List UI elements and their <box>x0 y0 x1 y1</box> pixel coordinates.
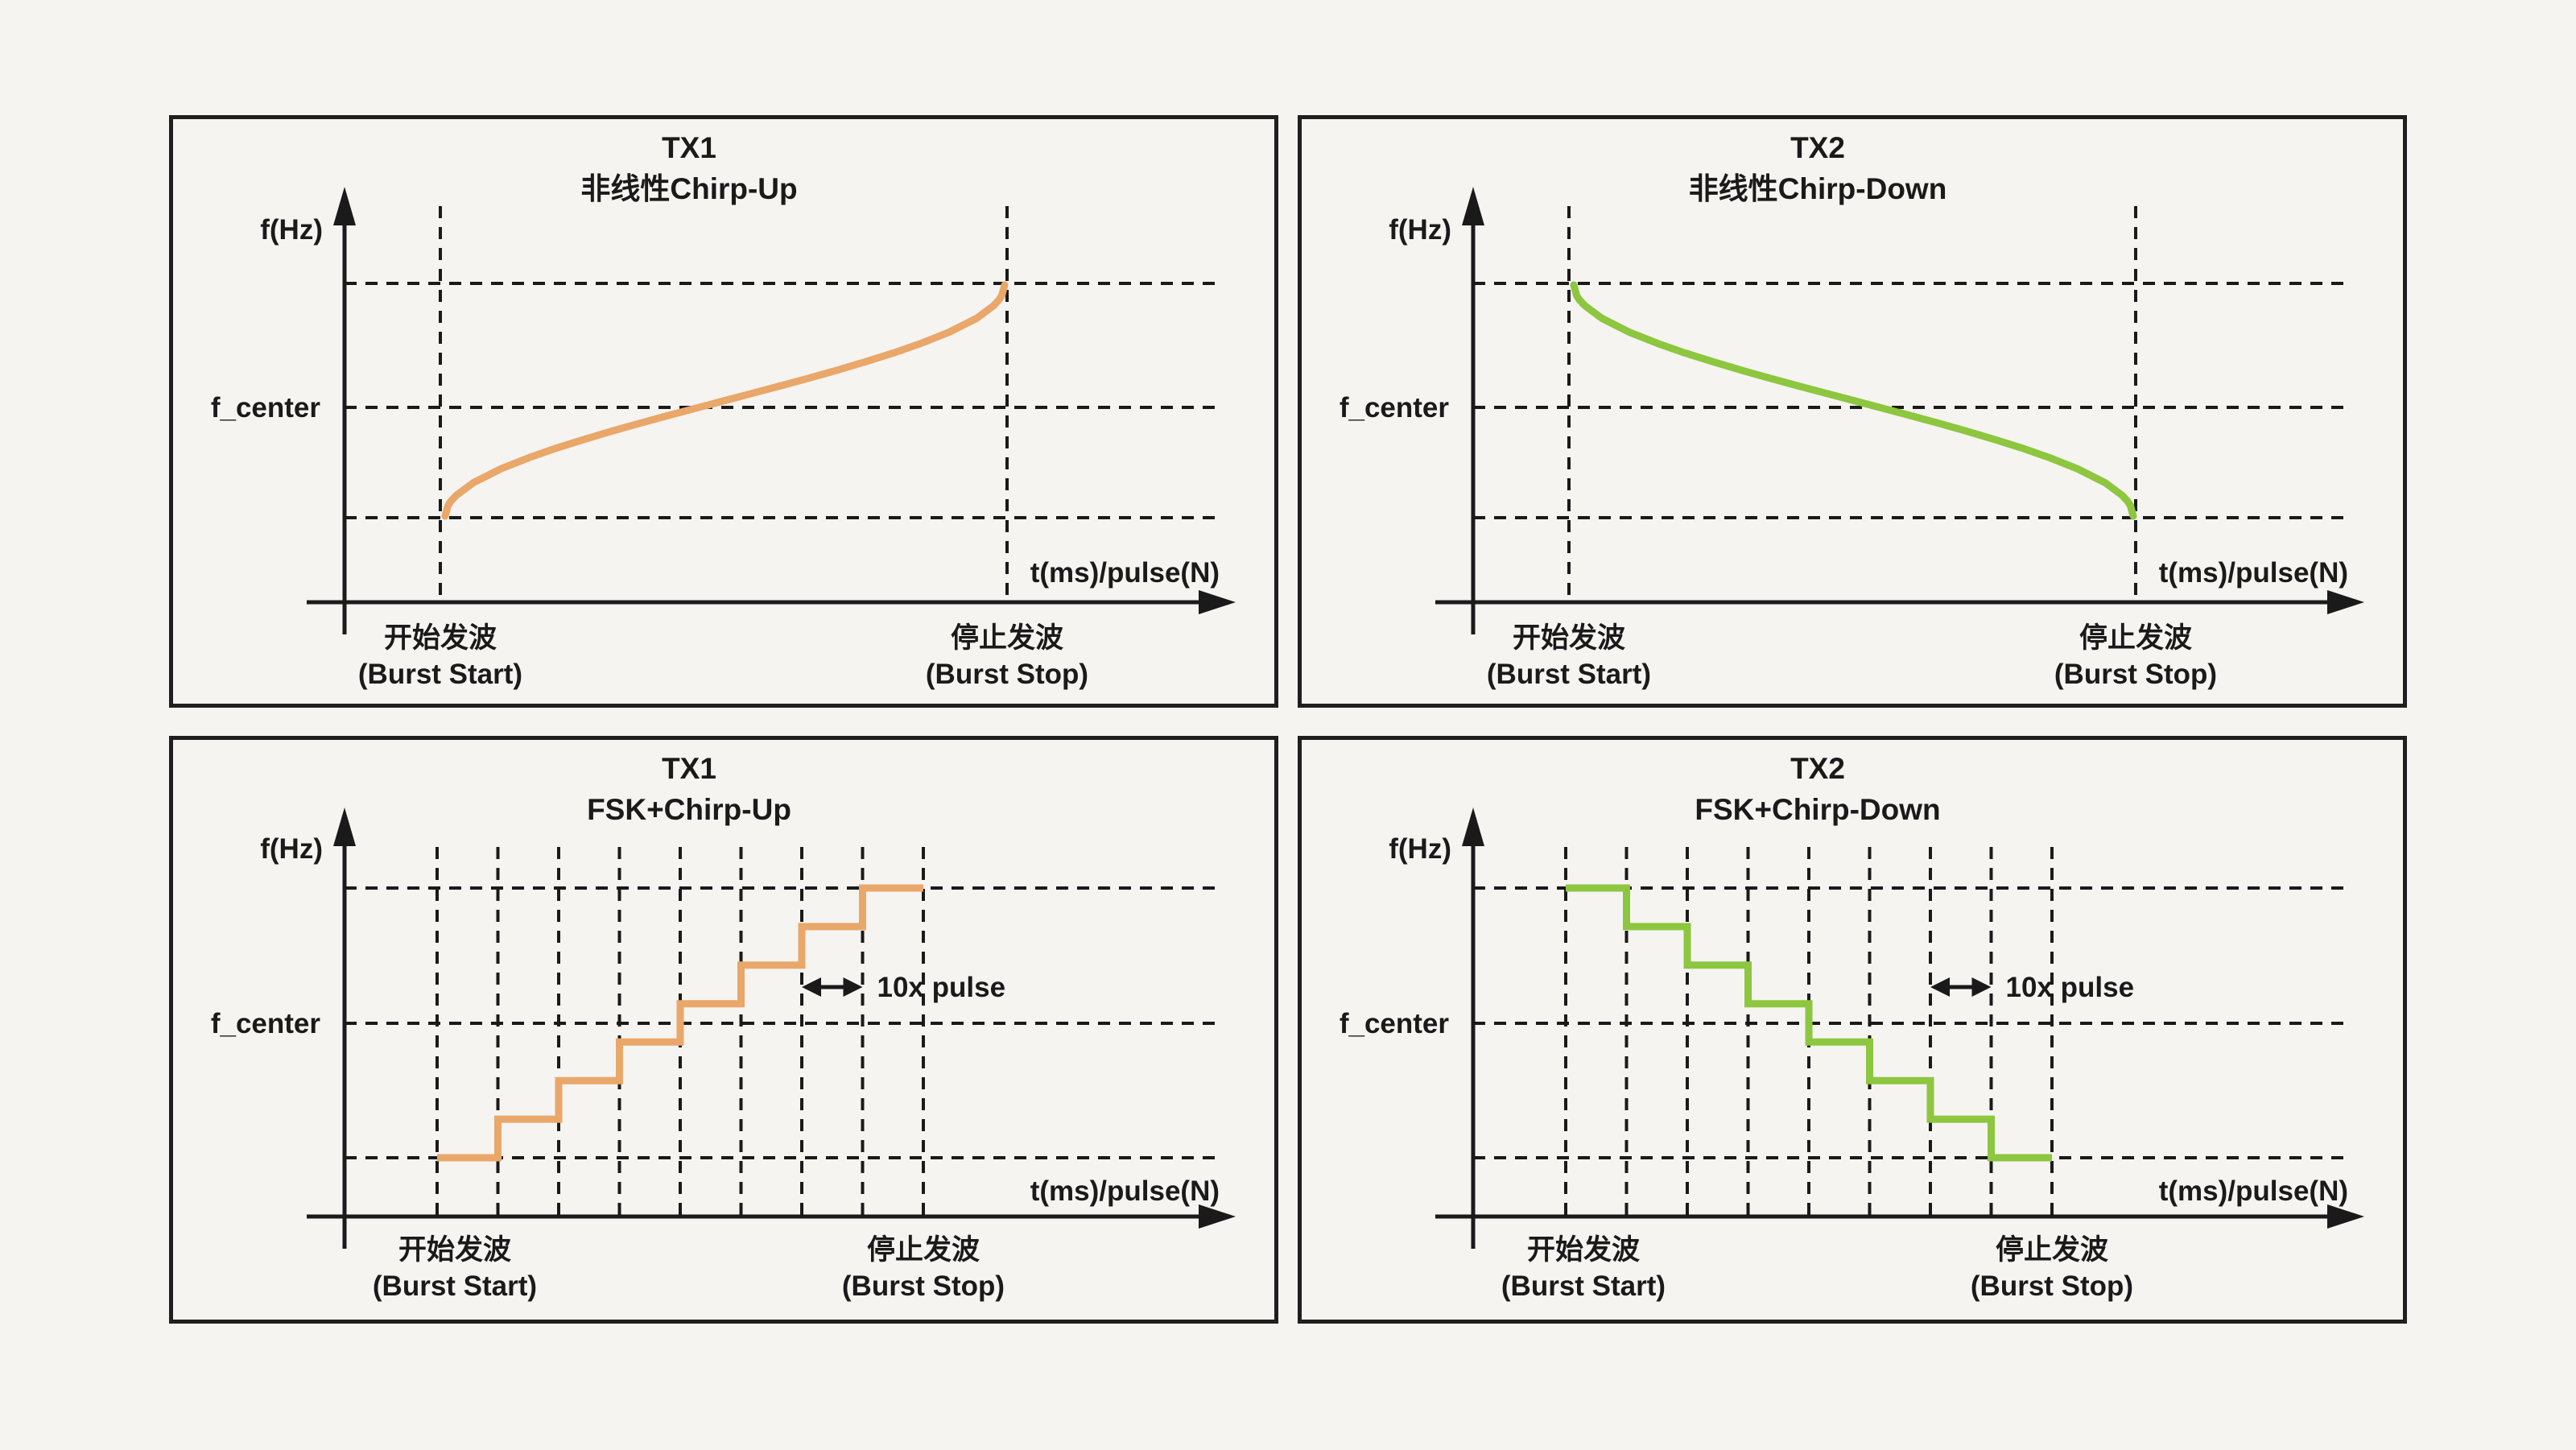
y-axis-arrow-icon <box>1462 187 1484 225</box>
burst-start-label-en: (Burst Start) <box>1487 659 1651 690</box>
arrow-left-icon <box>1930 977 1950 997</box>
y-axis-arrow-icon <box>333 808 356 846</box>
chirp-curve <box>1570 281 2137 520</box>
chart-tx2-nonlinear-chirp-down: TX2 非线性Chirp-Down f(Hz) f_center t(ms)/pulse… <box>1340 131 2364 690</box>
x-axis-label: t(ms)/pulse(N) <box>1030 1175 1220 1207</box>
burst-start-label-cn: 开始发波 <box>398 1234 511 1266</box>
burst-start-label-cn: 开始发波 <box>384 622 497 654</box>
x-axis-arrow-icon <box>2327 1204 2364 1229</box>
panel-tx1-nonlinear-chirp-up: TX1 非线性Chirp-Up f(Hz) f_center t(ms)/pulse(N… <box>169 115 1278 708</box>
x-axis-label: t(ms)/pulse(N) <box>1030 557 1220 589</box>
x-axis-arrow-icon <box>2327 590 2364 614</box>
f-center-label: f_center <box>1340 1008 1450 1039</box>
burst-start-label-cn: 开始发波 <box>1513 622 1625 654</box>
chart-tx1-nonlinear-chirp-up: TX1 非线性Chirp-Up f(Hz) f_center t(ms)/pulse(N… <box>211 131 1236 690</box>
panel-title-line2: 非线性Chirp-Down <box>1689 172 1947 205</box>
x-axis-label: t(ms)/pulse(N) <box>2159 1175 2348 1207</box>
burst-stop-label-en: (Burst Stop) <box>2054 659 2217 690</box>
y-axis-label: f(Hz) <box>1389 214 1451 246</box>
pulse-count-label: 10x pulse <box>877 972 1006 1003</box>
x-axis-arrow-icon <box>1199 590 1236 614</box>
y-axis-arrow-icon <box>1462 808 1484 846</box>
pulse-count-label: 10x pulse <box>2006 972 2135 1003</box>
burst-start-label-cn: 开始发波 <box>1527 1234 1640 1266</box>
f-center-label: f_center <box>211 1008 321 1039</box>
burst-stop-label-cn: 停止发波 <box>2079 622 2192 654</box>
arrow-right-icon <box>843 977 863 997</box>
burst-stop-label-en: (Burst Stop) <box>926 659 1088 690</box>
arrow-right-icon <box>1971 977 1992 997</box>
f-center-label: f_center <box>1340 392 1450 423</box>
burst-stop-label-cn: 停止发波 <box>1996 1234 2108 1266</box>
fsk-staircase <box>437 884 923 1162</box>
burst-stop-label-cn: 停止发波 <box>867 1234 980 1266</box>
burst-start-label-en: (Burst Start) <box>358 659 522 690</box>
y-axis-label: f(Hz) <box>1389 833 1451 865</box>
panel-tx2-nonlinear-chirp-down: TX2 非线性Chirp-Down f(Hz) f_center t(ms)/pulse… <box>1298 115 2407 708</box>
chirp-curve <box>441 281 1009 520</box>
x-axis-arrow-icon <box>1199 1204 1236 1229</box>
panel-title-line1: TX2 <box>1790 131 1845 164</box>
x-axis-label: t(ms)/pulse(N) <box>2159 557 2348 589</box>
panel-title-line1: TX1 <box>662 752 716 785</box>
panel-title-line2: FSK+Chirp-Down <box>1695 793 1940 826</box>
chart-tx2-fsk-chirp-down: 10x pulse TX2 FSK+Chirp-Down f(Hz) f_centert… <box>1340 752 2364 1302</box>
burst-start-label-en: (Burst Start) <box>1501 1270 1666 1302</box>
y-axis-label: f(Hz) <box>260 214 323 246</box>
panel-tx1-fsk-chirp-up: 10x pulse TX1 FSK+Chirp-Up f(Hz) f_center t(m… <box>169 736 1278 1324</box>
fsk-staircase <box>1566 884 2052 1162</box>
burst-stop-label-en: (Burst Stop) <box>1971 1270 2133 1302</box>
panel-title-line2: FSK+Chirp-Up <box>587 793 791 826</box>
arrow-left-icon <box>802 977 821 997</box>
f-center-label: f_center <box>211 392 321 423</box>
y-axis-arrow-icon <box>333 187 356 225</box>
burst-start-label-en: (Burst Start) <box>373 1270 537 1302</box>
burst-stop-label-en: (Burst Stop) <box>842 1270 1005 1302</box>
y-axis-label: f(Hz) <box>260 833 323 865</box>
panel-title-line1: TX2 <box>1790 752 1845 785</box>
panel-title-line2: 非线性Chirp-Up <box>580 172 797 205</box>
panel-title-line1: TX1 <box>662 131 716 164</box>
chart-tx1-fsk-chirp-up: 10x pulse TX1 FSK+Chirp-Up f(Hz) f_center t(m… <box>211 752 1236 1302</box>
burst-stop-label-cn: 停止发波 <box>951 622 1063 654</box>
